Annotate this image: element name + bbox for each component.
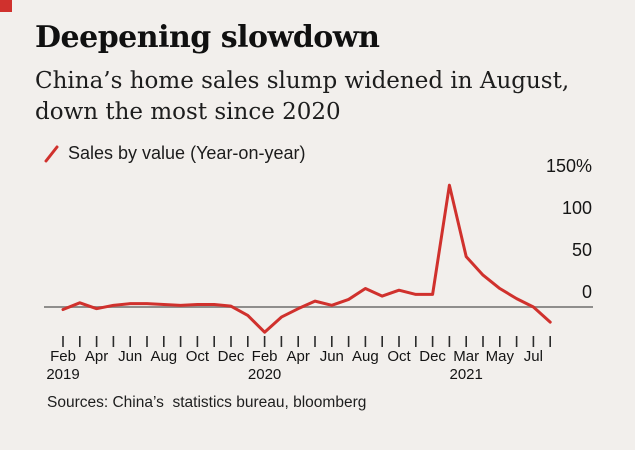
- x-year-label: 2021: [449, 366, 483, 383]
- chart-plot-area: [44, 183, 593, 347]
- x-year-label: 2019: [46, 366, 80, 383]
- sales-value-line-series: [61, 183, 552, 334]
- chart-subtitle-line1: China’s home sales slump widened in Augu…: [35, 68, 570, 94]
- brand-corner-mark: [0, 0, 12, 12]
- source-note: Sources: China’s statistics bureau, bloo…: [47, 394, 367, 411]
- x-year-label: 2020: [247, 366, 282, 383]
- chart-subtitle-line2: down the most since 2020: [35, 99, 341, 125]
- chart-subtitle: China’s home sales slump widened in Augu…: [35, 66, 595, 128]
- chart-title: Deepening slowdown: [35, 20, 380, 55]
- legend: Sales by value (Year-on-year): [44, 143, 305, 164]
- legend-line-marker-icon: [44, 145, 60, 163]
- legend-label: Sales by value (Year-on-year): [68, 143, 306, 163]
